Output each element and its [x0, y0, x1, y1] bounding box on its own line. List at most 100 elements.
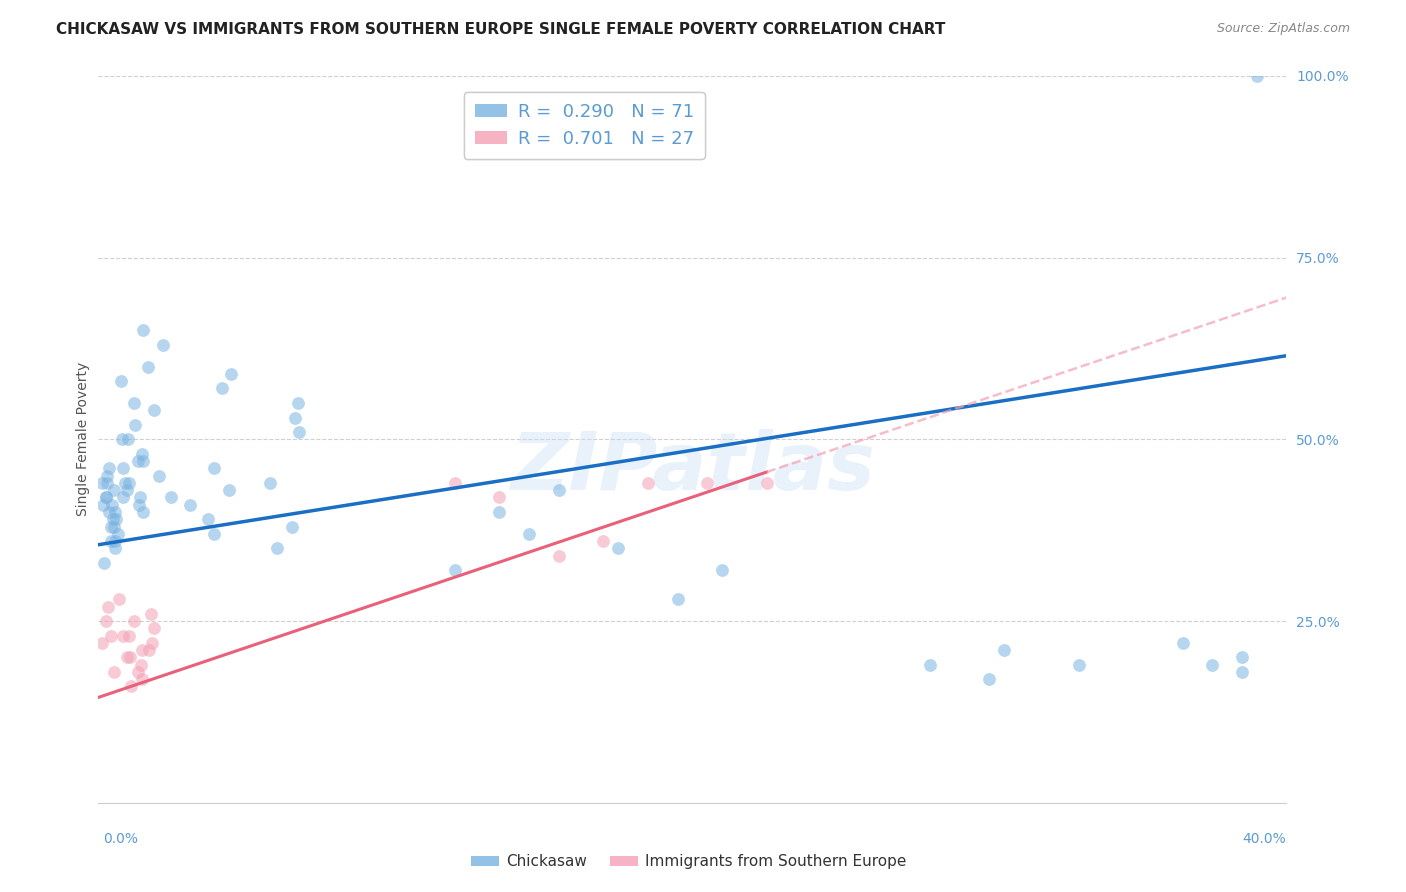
- Point: [112, 629, 135, 643]
- Point: [607, 541, 630, 556]
- Point: [218, 483, 240, 498]
- Point: [138, 643, 160, 657]
- Point: [711, 563, 734, 577]
- Point: [100, 534, 122, 549]
- Point: [139, 607, 162, 621]
- Point: [141, 636, 163, 650]
- Legend: Chickasaw, Immigrants from Southern Europe: Chickasaw, Immigrants from Southern Euro…: [465, 848, 912, 875]
- Point: [111, 432, 134, 446]
- Point: [111, 491, 134, 505]
- Point: [118, 629, 141, 643]
- Point: [259, 475, 281, 490]
- Point: [97, 505, 120, 519]
- Text: ZIPatlas: ZIPatlas: [510, 429, 875, 508]
- Point: [288, 425, 311, 439]
- Point: [105, 512, 128, 526]
- Point: [443, 563, 465, 577]
- Point: [103, 483, 125, 498]
- Point: [104, 541, 127, 556]
- Point: [179, 498, 201, 512]
- Point: [110, 374, 132, 388]
- Point: [160, 491, 183, 505]
- Point: [96, 491, 118, 505]
- Point: [547, 549, 569, 563]
- Point: [131, 672, 153, 686]
- Point: [637, 475, 659, 490]
- Point: [1230, 665, 1253, 679]
- Point: [120, 680, 142, 694]
- Point: [488, 505, 510, 519]
- Legend: R =  0.290   N = 71, R =  0.701   N = 27: R = 0.290 N = 71, R = 0.701 N = 27: [464, 92, 704, 159]
- Point: [96, 614, 118, 628]
- Point: [287, 396, 309, 410]
- Point: [696, 475, 718, 490]
- Point: [97, 461, 120, 475]
- Point: [755, 475, 778, 490]
- Point: [1171, 636, 1194, 650]
- Text: Source: ZipAtlas.com: Source: ZipAtlas.com: [1216, 22, 1350, 36]
- Point: [1246, 69, 1268, 83]
- Point: [131, 643, 153, 657]
- Point: [100, 519, 122, 533]
- Point: [132, 323, 155, 337]
- Point: [104, 534, 127, 549]
- Point: [111, 461, 134, 475]
- Point: [142, 621, 165, 635]
- Point: [117, 432, 139, 446]
- Point: [117, 483, 139, 498]
- Point: [152, 338, 174, 352]
- Point: [107, 592, 129, 607]
- Point: [142, 403, 165, 417]
- Point: [94, 491, 117, 505]
- Point: [104, 505, 127, 519]
- Point: [138, 359, 160, 374]
- Point: [96, 468, 118, 483]
- Point: [122, 614, 145, 628]
- Point: [101, 498, 124, 512]
- Point: [132, 454, 155, 468]
- Text: CHICKASAW VS IMMIGRANTS FROM SOUTHERN EUROPE SINGLE FEMALE POVERTY CORRELATION C: CHICKASAW VS IMMIGRANTS FROM SOUTHERN EU…: [56, 22, 946, 37]
- Point: [592, 534, 614, 549]
- Point: [131, 447, 153, 461]
- Point: [920, 657, 942, 672]
- Point: [107, 526, 129, 541]
- Point: [91, 475, 114, 490]
- Point: [197, 512, 219, 526]
- Point: [993, 643, 1015, 657]
- Point: [114, 475, 136, 490]
- Point: [219, 367, 242, 381]
- Point: [93, 556, 115, 570]
- Y-axis label: Single Female Poverty: Single Female Poverty: [76, 362, 90, 516]
- Point: [122, 396, 145, 410]
- Point: [666, 592, 689, 607]
- Point: [101, 512, 124, 526]
- Point: [979, 672, 1001, 686]
- Point: [1230, 650, 1253, 665]
- Point: [128, 491, 150, 505]
- Point: [115, 650, 138, 665]
- Point: [91, 636, 114, 650]
- Point: [1201, 657, 1223, 672]
- Point: [103, 519, 125, 533]
- Point: [97, 599, 120, 614]
- Point: [281, 519, 304, 533]
- Point: [211, 381, 233, 395]
- Point: [517, 526, 540, 541]
- Point: [443, 475, 465, 490]
- Point: [127, 665, 149, 679]
- Point: [547, 483, 569, 498]
- Point: [488, 491, 510, 505]
- Text: 40.0%: 40.0%: [1243, 832, 1286, 846]
- Text: 0.0%: 0.0%: [103, 832, 138, 846]
- Point: [128, 498, 150, 512]
- Point: [1067, 657, 1090, 672]
- Point: [103, 665, 125, 679]
- Point: [96, 475, 118, 490]
- Point: [202, 461, 225, 475]
- Point: [266, 541, 288, 556]
- Point: [148, 468, 170, 483]
- Point: [100, 629, 122, 643]
- Point: [132, 505, 155, 519]
- Point: [127, 454, 149, 468]
- Point: [284, 410, 307, 425]
